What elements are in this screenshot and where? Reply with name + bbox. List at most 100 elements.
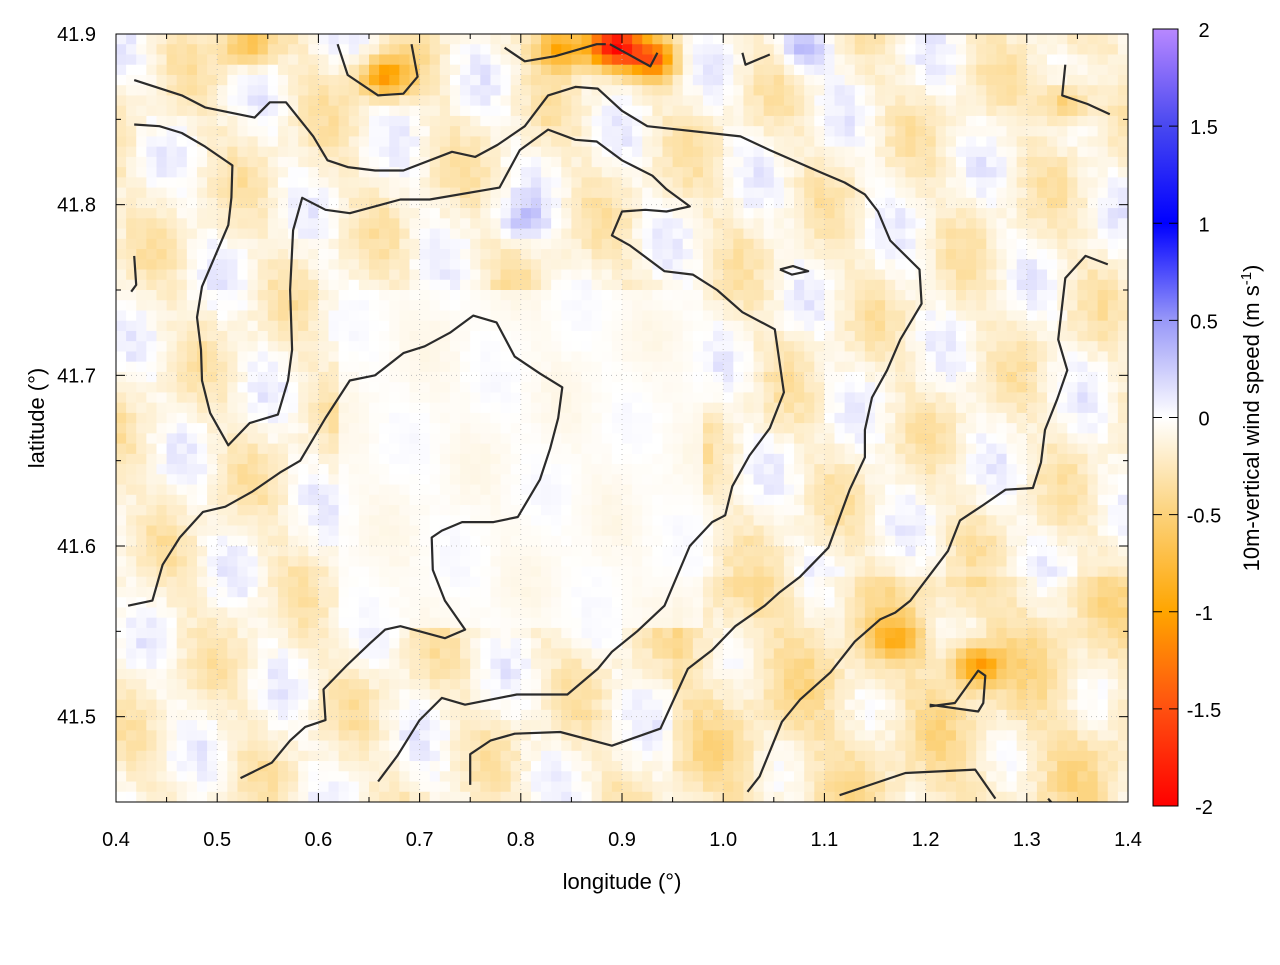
heatmap-cell — [500, 382, 512, 393]
heatmap-cell — [1036, 54, 1048, 66]
heatmap-cell — [156, 279, 168, 291]
heatmap-cell — [277, 351, 289, 363]
heatmap-cell — [217, 126, 228, 137]
heatmap-cell — [561, 290, 572, 301]
heatmap-cell — [925, 105, 937, 117]
heatmap-cell — [966, 412, 977, 424]
heatmap-cell — [702, 351, 714, 363]
heatmap-cell — [298, 453, 309, 465]
heatmap-cell — [429, 474, 441, 486]
heatmap-cell — [1036, 382, 1048, 393]
heatmap-cell — [277, 371, 289, 383]
heatmap-cell — [733, 167, 744, 178]
heatmap-cell — [1067, 535, 1078, 547]
heatmap-cell — [864, 279, 876, 291]
heatmap-cell — [581, 177, 593, 189]
heatmap-cell — [1067, 105, 1078, 117]
heatmap-cell — [156, 95, 168, 107]
heatmap-cell — [146, 525, 157, 537]
heatmap-cell — [217, 330, 228, 342]
heatmap-cell — [348, 474, 360, 486]
heatmap-cell — [490, 249, 502, 260]
heatmap-cell — [642, 95, 653, 107]
heatmap-cell — [136, 494, 147, 506]
heatmap-cell — [864, 197, 876, 209]
heatmap-cell — [824, 44, 836, 55]
heatmap-cell — [480, 290, 491, 301]
heatmap-cell — [834, 392, 846, 404]
heatmap-cell — [227, 423, 238, 434]
heatmap-cell — [480, 167, 491, 178]
heatmap-cell — [237, 320, 249, 332]
heatmap-cell — [1067, 279, 1078, 291]
heatmap-cell — [480, 535, 491, 547]
heatmap-cell — [723, 259, 734, 271]
heatmap-cell — [996, 85, 1008, 96]
heatmap-cell — [399, 95, 410, 107]
heatmap-cell — [389, 228, 400, 240]
heatmap-cell — [925, 310, 937, 322]
heatmap-cell — [1117, 259, 1128, 271]
heatmap-cell — [652, 279, 663, 291]
heatmap-cell — [601, 423, 613, 434]
heatmap-cell — [520, 269, 532, 281]
heatmap-cell — [713, 320, 724, 332]
heatmap-cell — [348, 392, 360, 404]
heatmap-cell — [662, 361, 674, 373]
heatmap-cell — [834, 126, 846, 137]
heatmap-cell — [692, 484, 704, 496]
heatmap-cell — [581, 238, 593, 250]
heatmap-cell — [915, 249, 927, 260]
heatmap-cell — [561, 279, 572, 291]
heatmap-cell — [358, 310, 370, 322]
heatmap-cell — [966, 95, 977, 107]
heatmap-cell — [277, 34, 289, 45]
heatmap-cell — [885, 330, 896, 342]
heatmap-cell — [834, 54, 846, 66]
heatmap-cell — [338, 361, 350, 373]
heatmap-cell — [1117, 392, 1128, 404]
heatmap-cell — [136, 412, 147, 424]
heatmap-cell — [490, 105, 502, 117]
heatmap-cell — [571, 433, 583, 445]
heatmap-cell — [328, 300, 340, 311]
heatmap-cell — [692, 443, 704, 455]
heatmap-cell — [1087, 310, 1099, 322]
heatmap-cell — [369, 371, 380, 383]
heatmap-cell — [652, 474, 663, 486]
heatmap-cell — [439, 115, 451, 127]
heatmap-cell — [247, 412, 259, 424]
heatmap-cell — [642, 484, 653, 496]
heatmap-cell — [1016, 290, 1028, 301]
heatmap-cell — [986, 156, 997, 168]
heatmap-cell — [763, 136, 775, 148]
heatmap-cell — [369, 423, 380, 434]
heatmap-cell — [1067, 423, 1078, 434]
heatmap-cell — [308, 74, 319, 86]
heatmap-cell — [541, 115, 552, 127]
heatmap-cell — [520, 34, 532, 45]
heatmap-cell — [136, 187, 147, 199]
heatmap-cell — [510, 320, 522, 332]
heatmap-cell — [156, 259, 168, 271]
heatmap-cell — [379, 54, 390, 66]
heatmap-cell — [551, 474, 562, 486]
heatmap-cell — [844, 351, 856, 363]
heatmap-cell — [682, 300, 694, 311]
heatmap-cell — [682, 402, 694, 414]
heatmap-cell — [369, 361, 380, 373]
heatmap-cell — [935, 259, 947, 271]
heatmap-cell — [541, 341, 552, 352]
heatmap-cell — [1067, 402, 1078, 414]
heatmap-cell — [267, 126, 279, 137]
heatmap-cell — [753, 515, 765, 527]
heatmap-cell — [1036, 228, 1048, 240]
heatmap-cell — [1117, 423, 1128, 434]
heatmap-cell — [156, 156, 168, 168]
heatmap-cell — [622, 218, 633, 230]
heatmap-cell — [277, 177, 289, 189]
heatmap-cell — [439, 249, 451, 260]
heatmap-cell — [318, 249, 330, 260]
heatmap-cell — [510, 44, 522, 55]
heatmap-cell — [571, 402, 583, 414]
